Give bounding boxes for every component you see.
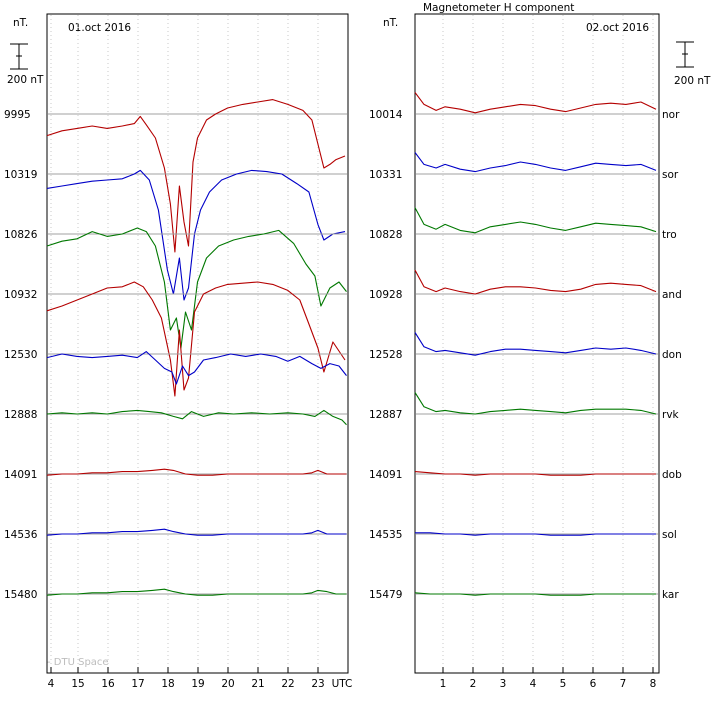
series-line-kar-right xyxy=(414,592,656,596)
x-tick-label: 8 xyxy=(650,678,657,690)
x-tick-label: 2 xyxy=(470,678,477,690)
x-tick-label: 21 xyxy=(251,678,264,690)
series-line-sol-left xyxy=(46,528,347,536)
station-label-tro: tro xyxy=(662,229,677,241)
chart-layer: 4 15 16 17 18 19 20 21 22 23 UTC999510319108261093… xyxy=(4,15,682,690)
x-tick-label: 23 xyxy=(311,678,324,690)
station-label-dob: dob xyxy=(662,469,682,481)
x-tick-label: 1 xyxy=(440,678,447,690)
series-line-rvk-right xyxy=(414,392,657,415)
baseline-label-rvk: 12888 xyxy=(4,409,37,421)
chart-title: Magnetometer H component xyxy=(423,2,574,14)
series-line-sol-right xyxy=(415,532,656,536)
series-line-sor-left xyxy=(46,169,346,301)
station-label-nor: nor xyxy=(662,109,680,121)
baseline-label-sol: 14535 xyxy=(369,529,402,541)
series-line-rvk-left xyxy=(46,409,347,426)
baseline-label-rvk: 12887 xyxy=(369,409,402,421)
series-line-dob-right xyxy=(414,471,656,476)
left-unit-label: nT. xyxy=(13,17,28,29)
baseline-label-nor: 10014 xyxy=(369,109,403,121)
series-line-kar-left xyxy=(46,588,347,596)
baseline-label-and: 10928 xyxy=(369,289,402,301)
station-label-rvk: rvk xyxy=(662,409,680,421)
x-tick-label: 22 xyxy=(281,678,294,690)
baseline-label-and: 10932 xyxy=(4,289,37,301)
right-unit-label: nT. xyxy=(383,17,398,29)
station-label-sor: sor xyxy=(662,169,679,181)
series-line-nor-right xyxy=(414,92,657,114)
x-tick-label: 17 xyxy=(131,678,144,690)
x-tick-label: 20 xyxy=(221,678,234,690)
right-scale-bar xyxy=(676,41,694,68)
left-date-label: 01.oct 2016 xyxy=(68,22,131,34)
x-tick-label: 16 xyxy=(101,678,115,690)
series-line-sor-right xyxy=(414,152,657,173)
x-tick-label: 6 xyxy=(590,678,597,690)
series-line-and-left xyxy=(46,281,346,397)
x-tick-label: 4 xyxy=(48,678,55,690)
baseline-label-don: 12530 xyxy=(4,349,37,361)
right-panel-frame xyxy=(414,13,660,674)
watermark-text: - DTU Space xyxy=(47,657,109,668)
series-line-tro-left xyxy=(46,227,347,349)
series-line-tro-right xyxy=(414,207,657,234)
x-tick-label: 4 xyxy=(530,678,537,690)
series-line-and-right xyxy=(414,269,657,295)
station-label-kar: kar xyxy=(662,589,679,601)
series-line-don-left xyxy=(46,351,347,385)
left-scale-bar xyxy=(10,43,28,70)
station-label-sol: sol xyxy=(662,529,677,541)
series-line-nor-left xyxy=(46,99,346,253)
baseline-label-sor: 10319 xyxy=(4,169,37,181)
baseline-label-tro: 10826 xyxy=(4,229,38,241)
baseline-label-kar: 15479 xyxy=(369,589,402,601)
x-tick-label: 19 xyxy=(191,678,204,690)
left-scale-label: 200 nT xyxy=(7,74,44,86)
series-line-dob-left xyxy=(46,468,347,476)
baseline-label-kar: 15480 xyxy=(4,589,37,601)
baseline-label-tro: 10828 xyxy=(369,229,402,241)
x-tick-label: 15 xyxy=(71,678,84,690)
baseline-label-dob: 14091 xyxy=(369,469,402,481)
x-tick-label: UTC xyxy=(332,678,353,690)
baseline-label-nor: 9995 xyxy=(4,109,31,121)
series-line-don-right xyxy=(414,332,657,356)
baseline-label-sor: 10331 xyxy=(369,169,402,181)
x-tick-label: 3 xyxy=(500,678,507,690)
baseline-label-don: 12528 xyxy=(369,349,402,361)
right-date-label: 02.oct 2016 xyxy=(586,22,649,34)
station-label-don: don xyxy=(662,349,682,361)
x-tick-label: 7 xyxy=(620,678,627,690)
baseline-label-dob: 14091 xyxy=(4,469,37,481)
baseline-label-sol: 14536 xyxy=(4,529,38,541)
right-scale-label: 200 nT xyxy=(674,75,711,87)
x-tick-label: 18 xyxy=(161,678,174,690)
station-label-and: and xyxy=(662,289,682,301)
x-tick-label: 5 xyxy=(560,678,567,690)
